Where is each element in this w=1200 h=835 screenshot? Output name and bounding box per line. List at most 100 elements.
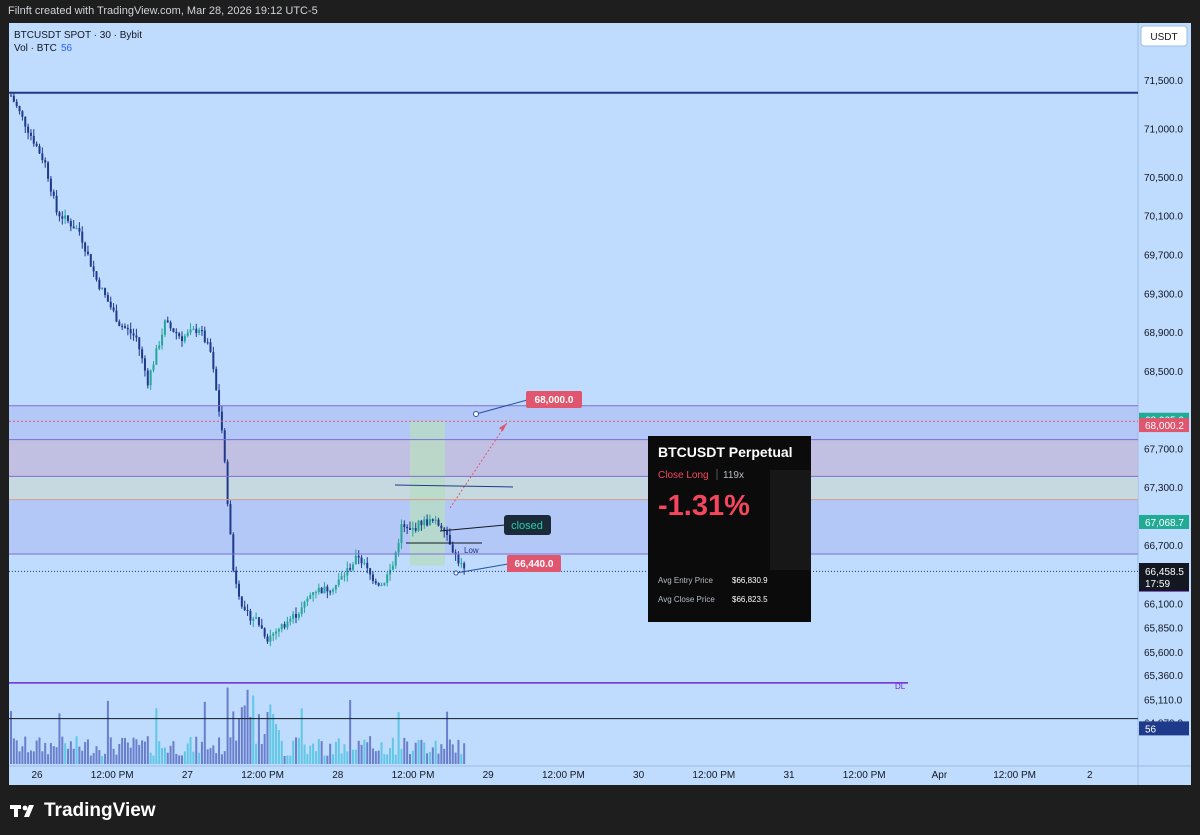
- volume-bar: [223, 751, 226, 764]
- volume-bar: [314, 751, 317, 764]
- volume-layer: [10, 687, 466, 764]
- candle-body: [380, 585, 383, 587]
- candle-body: [409, 528, 411, 530]
- volume-bar: [203, 701, 206, 764]
- volume-bar: [411, 750, 414, 764]
- trade-card-entry-value: $66,830.9: [732, 576, 768, 585]
- candle-body: [209, 342, 212, 352]
- entry-connector: [455, 563, 509, 574]
- candle-body: [47, 162, 50, 179]
- candle-body: [69, 221, 72, 227]
- volume-bar: [69, 741, 72, 764]
- x-tick-label: 27: [182, 770, 194, 781]
- time-scale[interactable]: [9, 766, 1191, 785]
- volume-bar: [75, 736, 78, 764]
- projection-arrow: [449, 422, 508, 509]
- candle-body: [320, 587, 323, 594]
- symbol-legend[interactable]: BTCUSDT SPOT · 30 · Bybit: [14, 30, 142, 41]
- candle-body: [118, 321, 121, 327]
- candle-body: [243, 606, 246, 611]
- bar-countdown: 17:59: [1145, 579, 1170, 590]
- candle-body: [397, 543, 400, 553]
- candle-body: [440, 525, 443, 529]
- closed-label: closed: [511, 520, 543, 532]
- volume-bar: [35, 740, 38, 764]
- volume-legend-label[interactable]: Vol · BTC: [14, 43, 57, 54]
- chart-canvas[interactable]: 71,500.0 71,000.0 70,500.0 70,100.0 69,700.0…: [0, 0, 1200, 790]
- candle-body: [423, 519, 426, 526]
- tradingview-logo-text: TradingView: [44, 800, 156, 821]
- tradingview-logo[interactable]: TradingView: [10, 800, 156, 822]
- target-connector: [475, 399, 528, 415]
- candle-body: [343, 575, 346, 577]
- candle-body: [283, 624, 286, 628]
- candle-body: [277, 629, 280, 632]
- y-tick-label: 65,110.0: [1144, 695, 1183, 706]
- candles-layer: [10, 91, 466, 647]
- volume-bar: [172, 741, 175, 764]
- candle-body: [18, 106, 21, 112]
- volume-bar: [460, 754, 463, 764]
- volume-bar: [18, 751, 21, 764]
- candle-body: [312, 592, 315, 596]
- volume-bar: [198, 752, 201, 764]
- volume-legend-value: 56: [61, 43, 73, 54]
- y-tick-label: 68,900.0: [1144, 328, 1183, 339]
- candle-body: [340, 576, 343, 580]
- candle-body: [235, 570, 238, 584]
- candle-body: [86, 251, 89, 255]
- volume-bar: [161, 748, 164, 764]
- candle-body: [369, 568, 372, 575]
- candle-body: [420, 520, 423, 526]
- projection-arrow-head: [499, 423, 507, 431]
- candle-body: [297, 613, 300, 618]
- volume-bar: [215, 753, 218, 764]
- volume-bar: [286, 755, 289, 764]
- price-label-box: [1139, 721, 1189, 736]
- volume-bar: [135, 739, 138, 764]
- volume-bar: [266, 712, 269, 764]
- volume-bar: [49, 743, 52, 764]
- candle-body: [121, 326, 124, 328]
- candle-body: [81, 231, 84, 243]
- volume-bar: [391, 737, 394, 764]
- trade-card-glow: [770, 470, 811, 570]
- candle-body: [183, 335, 186, 342]
- volume-bar: [104, 753, 107, 764]
- candle-body: [192, 328, 195, 330]
- volume-bar: [389, 747, 392, 764]
- volume-bar: [360, 744, 363, 764]
- currency-button-box[interactable]: [1140, 25, 1188, 47]
- volume-bar: [175, 753, 178, 764]
- volume-bar: [426, 753, 429, 764]
- x-tick-label: 12:00 PM: [542, 770, 585, 781]
- volume-bar: [292, 740, 295, 764]
- candle-body: [132, 333, 135, 336]
- lines-layer: [9, 91, 1138, 720]
- currency-button[interactable]: USDT: [1150, 32, 1177, 43]
- candle-body: [112, 307, 115, 311]
- candle-body: [203, 330, 206, 343]
- candle-body: [326, 586, 329, 592]
- volume-bar: [155, 708, 158, 764]
- volume-bar: [306, 754, 309, 764]
- volume-bar: [84, 742, 87, 764]
- entry-label-box[interactable]: [507, 555, 561, 572]
- volume-bar: [143, 741, 146, 764]
- trade-card-close-value: $66,823.5: [732, 595, 768, 604]
- volume-bar: [323, 755, 326, 764]
- volume-bar: [255, 743, 258, 764]
- volume-bar: [309, 745, 312, 764]
- volume-bar: [386, 754, 389, 764]
- candle-body: [363, 562, 366, 564]
- trade-card[interactable]: BTCUSDT Perpetual Close Long 119x -1.31%…: [648, 436, 811, 622]
- volume-bar: [326, 755, 329, 764]
- closed-label-box[interactable]: [504, 515, 551, 535]
- candle-body: [411, 528, 414, 530]
- target-label-box[interactable]: [526, 391, 582, 408]
- candle-body: [314, 592, 317, 594]
- candle-body: [377, 583, 380, 586]
- volume-bar: [27, 752, 30, 764]
- price-scale[interactable]: [1138, 23, 1191, 766]
- volume-bar: [366, 742, 369, 764]
